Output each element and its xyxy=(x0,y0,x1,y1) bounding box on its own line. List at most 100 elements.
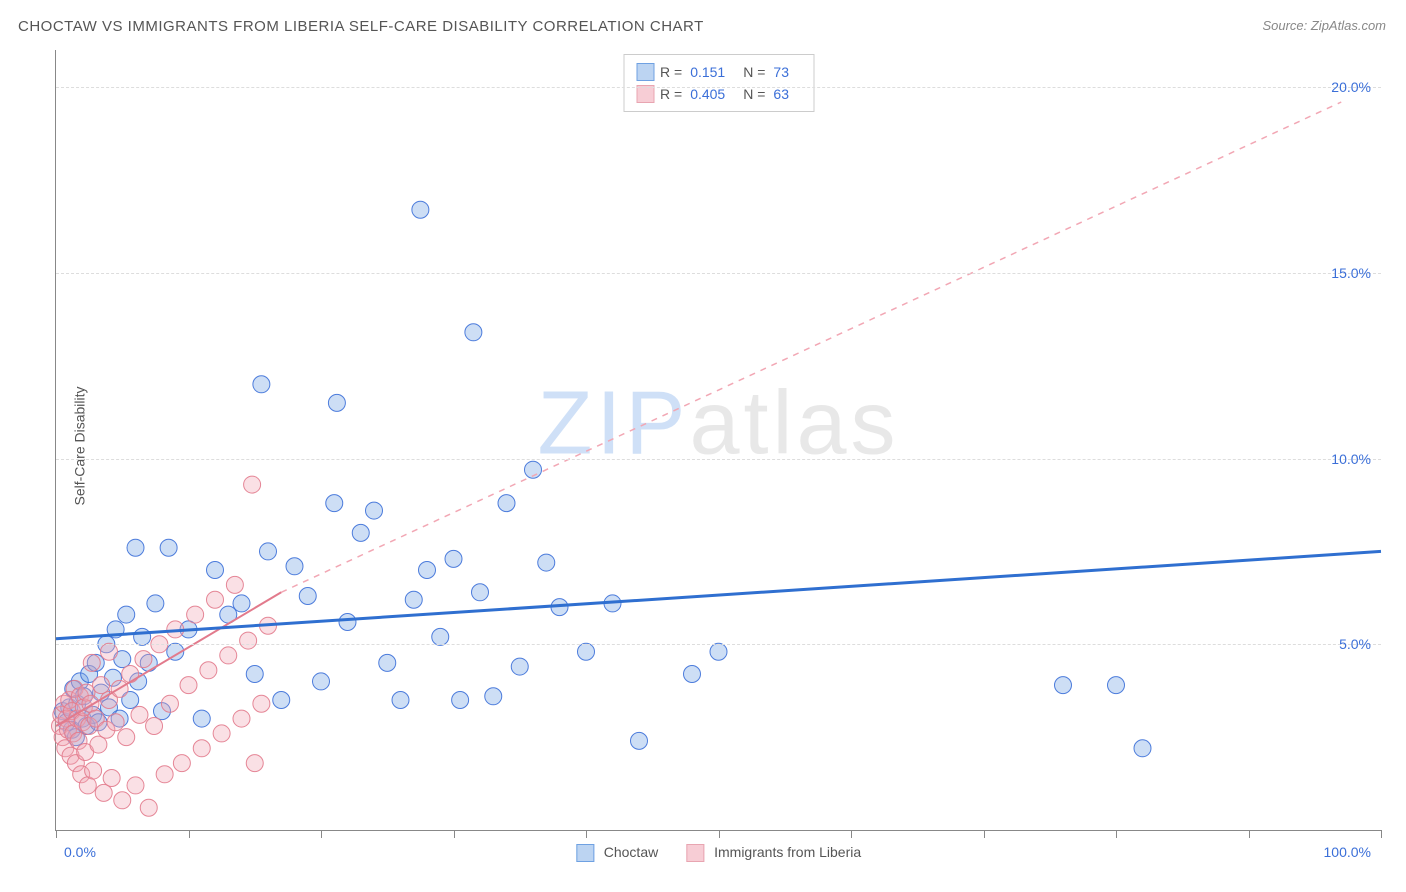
data-point xyxy=(131,706,148,723)
data-point xyxy=(101,643,118,660)
legend-series: Choctaw Immigrants from Liberia xyxy=(576,844,861,862)
data-point xyxy=(213,725,230,742)
y-tick-label: 20.0% xyxy=(1331,79,1371,95)
plot-svg xyxy=(56,50,1381,830)
source-label: Source: ZipAtlas.com xyxy=(1262,18,1386,33)
legend-swatch-liberia-b xyxy=(686,844,704,862)
data-point xyxy=(1055,677,1072,694)
data-point xyxy=(122,666,139,683)
data-point xyxy=(339,614,356,631)
data-point xyxy=(498,495,515,512)
data-point xyxy=(1108,677,1125,694)
data-point xyxy=(445,550,462,567)
data-point xyxy=(233,595,250,612)
y-tick-label: 5.0% xyxy=(1339,636,1371,652)
x-tick xyxy=(56,830,57,838)
x-tick-label-min: 0.0% xyxy=(64,844,96,860)
x-tick xyxy=(984,830,985,838)
gridline xyxy=(56,273,1381,274)
data-point xyxy=(161,695,178,712)
gridline xyxy=(56,87,1381,88)
data-point xyxy=(103,770,120,787)
r-label: R = xyxy=(660,61,682,83)
data-point xyxy=(187,606,204,623)
data-point xyxy=(127,777,144,794)
data-point xyxy=(95,784,112,801)
data-point xyxy=(405,591,422,608)
x-tick xyxy=(454,830,455,838)
trend-line xyxy=(56,551,1381,638)
n-label: N = xyxy=(743,61,765,83)
data-point xyxy=(193,710,210,727)
data-point xyxy=(412,201,429,218)
chart-title: CHOCTAW VS IMMIGRANTS FROM LIBERIA SELF-… xyxy=(18,18,704,35)
data-point xyxy=(578,643,595,660)
x-tick xyxy=(321,830,322,838)
data-point xyxy=(1134,740,1151,757)
data-point xyxy=(240,632,257,649)
data-point xyxy=(200,662,217,679)
data-point xyxy=(684,666,701,683)
data-point xyxy=(465,324,482,341)
data-point xyxy=(511,658,528,675)
legend-correlation: R = 0.151 N = 73 R = 0.405 N = 63 xyxy=(623,54,814,112)
data-point xyxy=(160,539,177,556)
data-point xyxy=(226,576,243,593)
legend-swatch-choctaw-b xyxy=(576,844,594,862)
data-point xyxy=(631,732,648,749)
data-point xyxy=(118,729,135,746)
data-point xyxy=(134,628,151,645)
data-point xyxy=(207,591,224,608)
legend-item-liberia: Immigrants from Liberia xyxy=(686,844,861,862)
data-point xyxy=(313,673,330,690)
x-tick xyxy=(1381,830,1382,838)
data-point xyxy=(452,692,469,709)
data-point xyxy=(173,755,190,772)
chart-container: CHOCTAW VS IMMIGRANTS FROM LIBERIA SELF-… xyxy=(0,0,1406,892)
trend-line xyxy=(281,102,1341,592)
data-point xyxy=(326,495,343,512)
data-point xyxy=(710,643,727,660)
data-point xyxy=(156,766,173,783)
legend-item-choctaw: Choctaw xyxy=(576,844,658,862)
data-point xyxy=(180,677,197,694)
data-point xyxy=(253,695,270,712)
data-point xyxy=(114,792,131,809)
x-tick xyxy=(189,830,190,838)
data-point xyxy=(220,647,237,664)
data-point xyxy=(260,543,277,560)
data-point xyxy=(538,554,555,571)
x-tick xyxy=(719,830,720,838)
data-point xyxy=(93,677,110,694)
data-point xyxy=(286,558,303,575)
data-point xyxy=(146,718,163,735)
gridline xyxy=(56,644,1381,645)
y-tick-label: 15.0% xyxy=(1331,265,1371,281)
legend-row-choctaw: R = 0.151 N = 73 xyxy=(636,61,801,83)
data-point xyxy=(135,651,152,668)
x-tick xyxy=(586,830,587,838)
data-point xyxy=(432,628,449,645)
data-point xyxy=(419,562,436,579)
legend-swatch-choctaw xyxy=(636,63,654,81)
data-point xyxy=(233,710,250,727)
data-point xyxy=(352,524,369,541)
data-point xyxy=(83,654,100,671)
data-point xyxy=(207,562,224,579)
data-point xyxy=(246,755,263,772)
y-tick-label: 10.0% xyxy=(1331,451,1371,467)
data-point xyxy=(328,394,345,411)
data-point xyxy=(85,762,102,779)
data-point xyxy=(366,502,383,519)
data-point xyxy=(253,376,270,393)
data-point xyxy=(392,692,409,709)
data-point xyxy=(147,595,164,612)
data-point xyxy=(273,692,290,709)
x-tick xyxy=(1116,830,1117,838)
r-value-choctaw: 0.151 xyxy=(690,61,725,83)
plot-area: ZIPatlas R = 0.151 N = 73 R = 0.405 N = … xyxy=(55,50,1381,831)
x-tick xyxy=(851,830,852,838)
data-point xyxy=(127,539,144,556)
x-tick-label-max: 100.0% xyxy=(1324,844,1371,860)
data-point xyxy=(107,714,124,731)
